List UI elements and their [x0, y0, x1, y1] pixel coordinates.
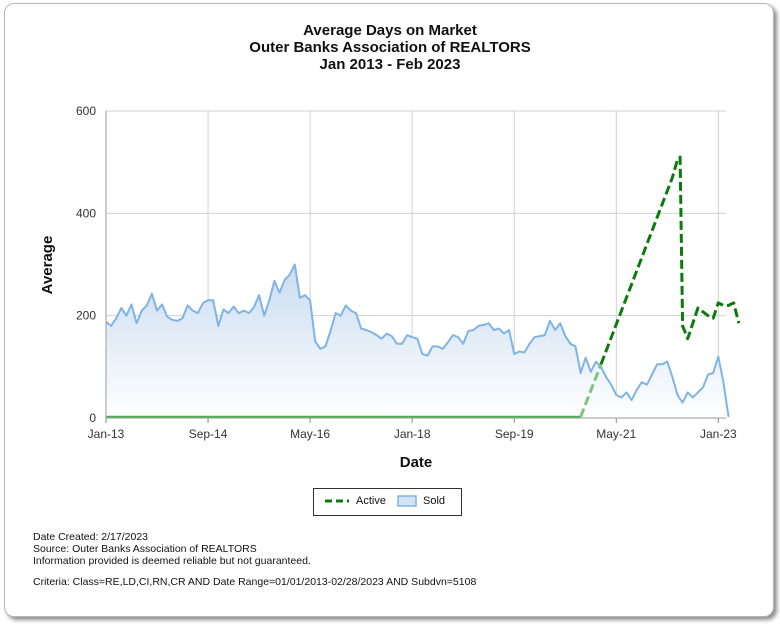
x-tick-label: Jan-13 — [88, 427, 125, 441]
chart-titles: Average Days on Market Outer Banks Assoc… — [0, 22, 780, 73]
source-note: Source: Outer Banks Association of REALT… — [33, 543, 257, 555]
y-tick-label: 400 — [76, 206, 96, 220]
x-tick-label: Sep-14 — [189, 427, 228, 441]
disclaimer-note: Information provided is deemed reliable … — [33, 555, 311, 567]
sold-line — [105, 263, 730, 418]
chart-title: Average Days on Market — [303, 22, 477, 39]
x-tick-label: Jan-18 — [394, 427, 431, 441]
legend-active-swatch — [325, 499, 349, 503]
legend: Active Sold — [313, 488, 462, 516]
legend-active-label: Active — [356, 495, 386, 507]
criteria-note: Criteria: Class=RE,LD,CI,RN,CR AND Date … — [33, 576, 477, 588]
y-axis-label: Average — [39, 236, 56, 295]
legend-item-sold[interactable]: Sold — [397, 495, 445, 507]
date-created: Date Created: 2/17/2023 — [33, 531, 148, 543]
y-tick-label: 0 — [89, 411, 96, 425]
axes: 0 200 400 600 Jan-13 Sep-14 May-16 Jan-18 Sep-19… — [76, 104, 737, 441]
x-axis-label: Date — [400, 454, 433, 471]
legend-item-active[interactable]: Active — [324, 495, 386, 507]
legend-sold-label: Sold — [423, 495, 446, 507]
active-transition — [579, 363, 603, 418]
legend-sold-swatch — [397, 495, 417, 507]
x-tick-label: May-21 — [596, 427, 636, 441]
x-tick-label: May-16 — [290, 427, 330, 441]
x-tick-label: Sep-19 — [495, 427, 534, 441]
chart-subtitle: Outer Banks Association of REALTORS — [249, 39, 531, 56]
x-tick-label: Jan-23 — [700, 427, 737, 441]
active-line — [599, 155, 741, 365]
footer-notes: Date Created: 2/17/2023 Source: Outer Ba… — [33, 531, 476, 588]
series-layer — [105, 155, 741, 419]
chart-date-range: Jan 2013 - Feb 2023 — [319, 56, 461, 73]
y-tick-label: 600 — [76, 104, 96, 118]
y-tick-label: 200 — [76, 309, 96, 323]
